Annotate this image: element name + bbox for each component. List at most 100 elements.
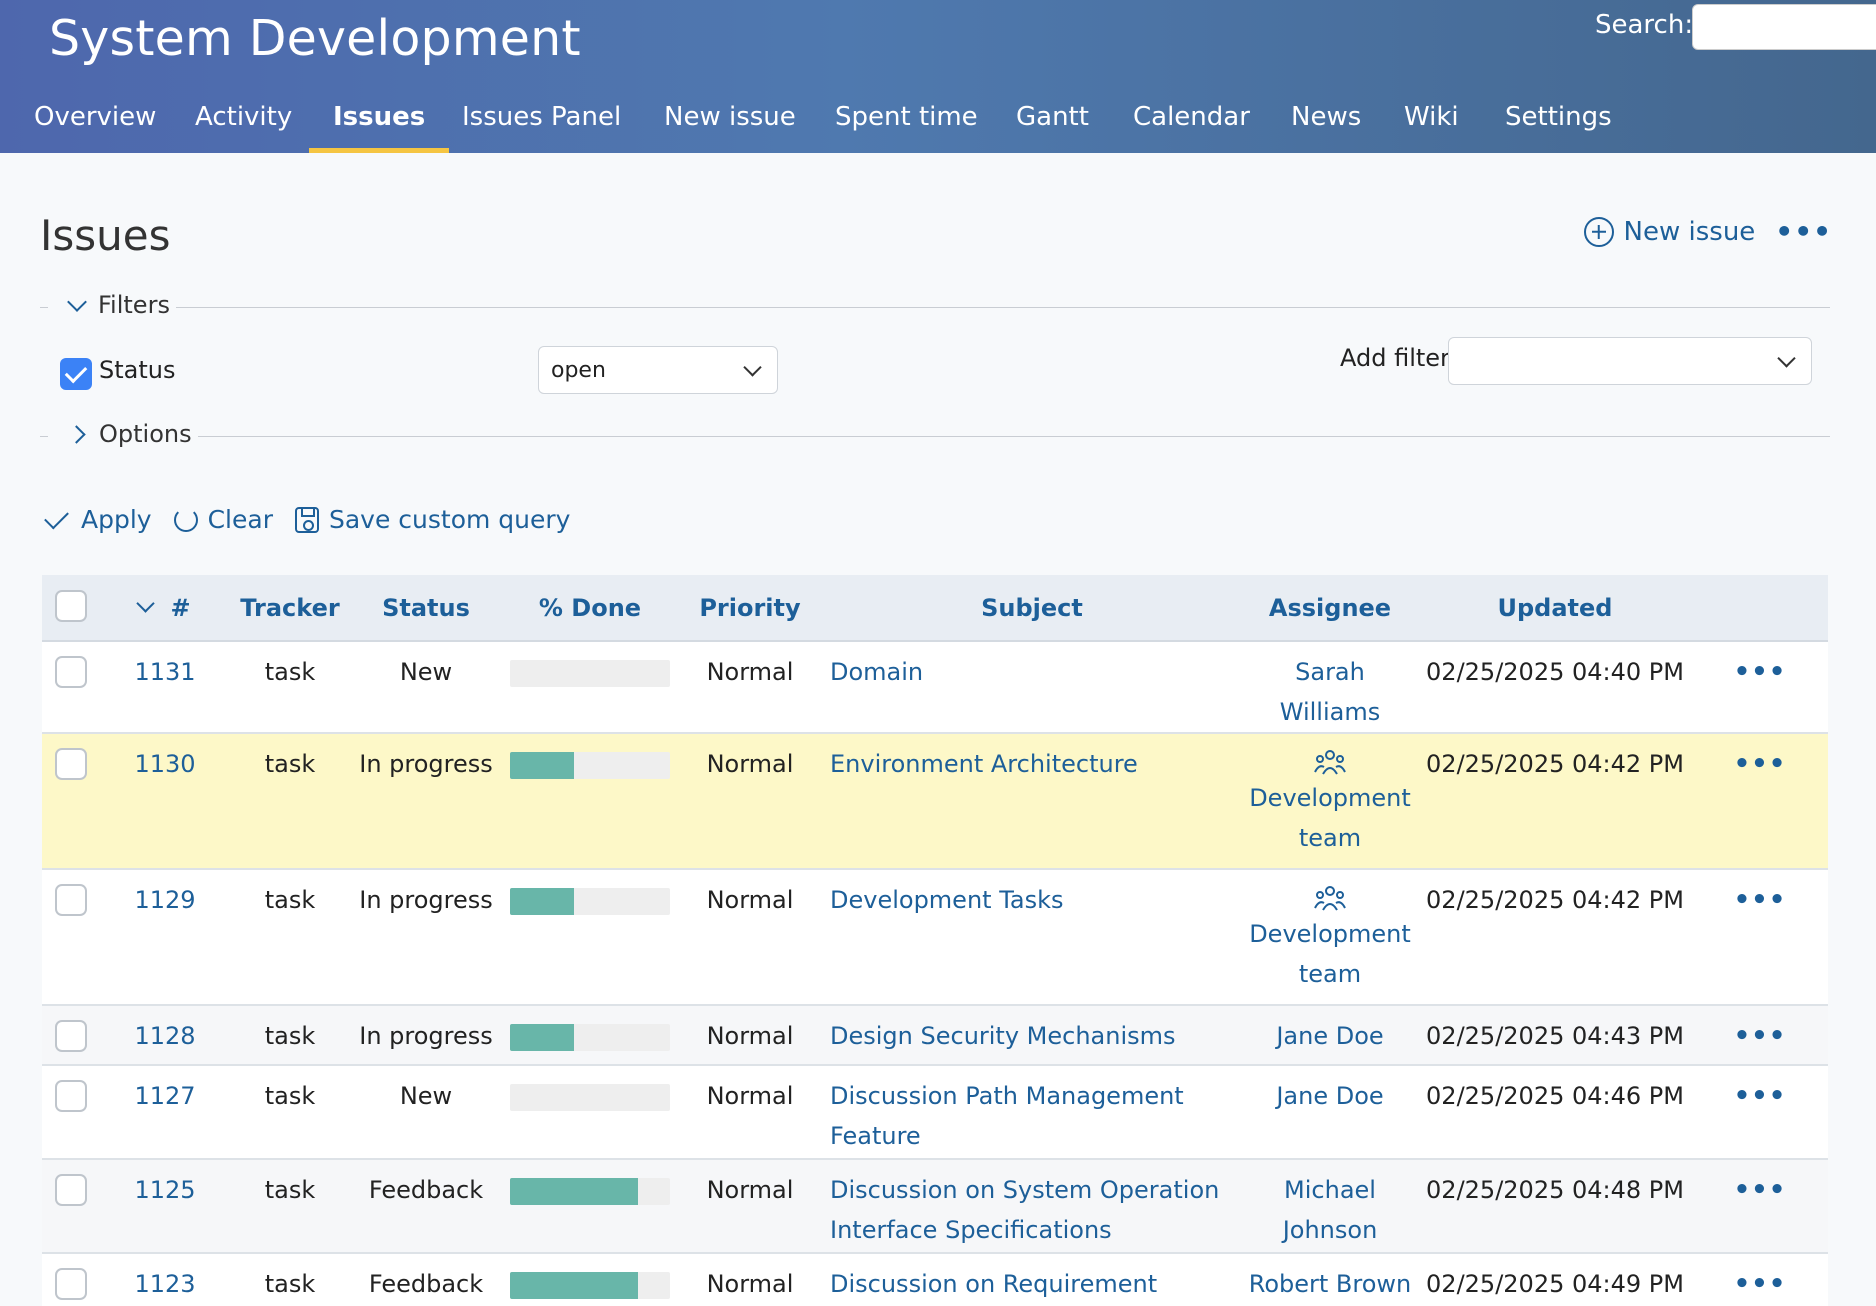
done-cell — [502, 1159, 678, 1254]
row-actions-icon[interactable]: ••• — [1733, 885, 1787, 915]
menu-news[interactable]: News — [1291, 102, 1362, 132]
subject-cell: Discussion on Requirement Features — [822, 1253, 1242, 1306]
id-cell: 1125 — [100, 1159, 230, 1254]
column-subject[interactable]: Subject — [822, 575, 1242, 642]
subject-link[interactable]: Discussion on System Operation Interface… — [830, 1176, 1220, 1244]
progress-fill — [510, 1024, 574, 1051]
menu-overview[interactable]: Overview — [34, 102, 157, 132]
updated-cell: 02/25/2025 04:42 PM — [1418, 733, 1692, 870]
row-actions-cell: ••• — [1692, 869, 1828, 1006]
row-actions-icon[interactable]: ••• — [1733, 657, 1787, 687]
filters-divider — [40, 307, 1830, 308]
issue-id-link[interactable]: 1125 — [134, 1176, 196, 1204]
issue-id-link[interactable]: 1130 — [134, 750, 196, 778]
table-row[interactable]: 1127 task New Normal Discussion Path Man… — [42, 1065, 1828, 1160]
column-status[interactable]: Status — [350, 575, 502, 642]
menu-new-issue[interactable]: New issue — [664, 102, 796, 132]
row-checkbox[interactable] — [55, 1174, 87, 1206]
table-row[interactable]: 1123 task Feedback Normal Discussion on … — [42, 1253, 1828, 1306]
row-checkbox[interactable] — [55, 1020, 87, 1052]
save-query-button[interactable]: Save custom query — [294, 505, 570, 534]
clear-label: Clear — [207, 505, 273, 534]
project-title[interactable]: System Development — [49, 10, 581, 67]
column-done[interactable]: % Done — [502, 575, 678, 642]
assignee-link[interactable]: Development team — [1249, 784, 1411, 852]
search-input[interactable] — [1692, 4, 1876, 50]
subject-cell: Discussion Path Management Feature — [822, 1065, 1242, 1160]
menu-issues[interactable]: Issues — [309, 92, 450, 153]
add-filter-select[interactable] — [1448, 337, 1812, 385]
row-checkbox-cell — [42, 1005, 100, 1066]
row-checkbox[interactable] — [55, 1080, 87, 1112]
clear-button[interactable]: Clear — [173, 505, 273, 534]
subject-link[interactable]: Domain — [830, 658, 924, 686]
issue-id-link[interactable]: 1129 — [134, 886, 196, 914]
column-tracker[interactable]: Tracker — [230, 575, 350, 642]
assignee-link[interactable]: Michael Johnson — [1282, 1176, 1378, 1244]
column-updated[interactable]: Updated — [1418, 575, 1692, 642]
group-icon — [1314, 750, 1346, 775]
row-checkbox-cell — [42, 1253, 100, 1306]
progress-fill — [510, 1178, 638, 1205]
subject-link[interactable]: Development Tasks — [830, 886, 1064, 914]
table-row[interactable]: 1131 task New Normal Domain Sarah Willia… — [42, 641, 1828, 734]
column-id[interactable]: # — [100, 575, 230, 642]
table-row[interactable]: 1125 task Feedback Normal Discussion on … — [42, 1159, 1828, 1254]
menu-settings[interactable]: Settings — [1505, 102, 1612, 132]
menu-spent-time[interactable]: Spent time — [835, 102, 978, 132]
table-row[interactable]: 1129 task In progress Normal Development… — [42, 869, 1828, 1006]
subject-link[interactable]: Discussion Path Management Feature — [830, 1082, 1184, 1150]
subject-cell: Development Tasks — [822, 869, 1242, 1006]
apply-button[interactable]: Apply — [44, 504, 152, 534]
menu-wiki[interactable]: Wiki — [1404, 102, 1459, 132]
progress-fill — [510, 752, 574, 779]
menu-calendar[interactable]: Calendar — [1133, 102, 1250, 132]
row-actions-icon[interactable]: ••• — [1733, 1081, 1787, 1111]
row-checkbox[interactable] — [55, 884, 87, 916]
row-actions-icon[interactable]: ••• — [1733, 1175, 1787, 1205]
search-label: Search: — [1595, 10, 1694, 40]
menu-issues-panel[interactable]: Issues Panel — [462, 102, 622, 132]
row-checkbox[interactable] — [55, 1268, 87, 1300]
new-issue-link[interactable]: New issue — [1583, 216, 1755, 247]
row-actions-icon[interactable]: ••• — [1733, 1021, 1787, 1051]
issue-id-link[interactable]: 1131 — [134, 658, 196, 686]
menu-activity[interactable]: Activity — [195, 102, 293, 132]
column-priority[interactable]: Priority — [678, 575, 822, 642]
updated-cell: 02/25/2025 04:48 PM — [1418, 1159, 1692, 1254]
assignee-cell: Jane Doe — [1242, 1065, 1418, 1160]
issue-id-link[interactable]: 1123 — [134, 1270, 196, 1298]
row-actions-icon[interactable]: ••• — [1733, 1269, 1787, 1299]
filters-toggle[interactable]: Filters — [48, 291, 176, 319]
row-checkbox[interactable] — [55, 748, 87, 780]
column-assignee[interactable]: Assignee — [1242, 575, 1418, 642]
assignee-link[interactable]: Jane Doe — [1276, 1082, 1384, 1110]
chevron-down-icon — [67, 292, 87, 312]
issue-id-link[interactable]: 1128 — [134, 1022, 196, 1050]
subject-link[interactable]: Environment Architecture — [830, 750, 1138, 778]
row-actions-cell: ••• — [1692, 1005, 1828, 1066]
options-toggle[interactable]: Options — [48, 420, 198, 448]
more-actions-icon[interactable]: ••• — [1775, 215, 1832, 248]
assignee-link[interactable]: Development team — [1249, 920, 1411, 988]
table-row[interactable]: 1130 task In progress Normal Environment… — [42, 733, 1828, 870]
menu-gantt[interactable]: Gantt — [1016, 102, 1089, 132]
assignee-link[interactable]: Jane Doe — [1276, 1022, 1384, 1050]
assignee-link[interactable]: Robert Brown — [1248, 1270, 1412, 1298]
options-legend: Options — [99, 420, 192, 448]
row-actions-icon[interactable]: ••• — [1733, 749, 1787, 779]
issue-id-link[interactable]: 1127 — [134, 1082, 196, 1110]
status-filter-label: Status — [99, 356, 176, 384]
top-header: System Development Search: Overview Acti… — [0, 0, 1876, 153]
done-cell — [502, 733, 678, 870]
row-checkbox[interactable] — [55, 656, 87, 688]
assignee-link[interactable]: Sarah Williams — [1279, 658, 1381, 726]
row-actions-cell: ••• — [1692, 641, 1828, 734]
table-row[interactable]: 1128 task In progress Normal Design Secu… — [42, 1005, 1828, 1066]
status-filter-checkbox[interactable] — [60, 358, 92, 390]
status-operator-select[interactable]: open — [538, 346, 778, 394]
status-cell: Feedback — [350, 1159, 502, 1254]
subject-link[interactable]: Discussion on Requirement Features — [830, 1270, 1158, 1298]
subject-link[interactable]: Design Security Mechanisms — [830, 1022, 1176, 1050]
select-all-checkbox[interactable] — [55, 589, 87, 622]
